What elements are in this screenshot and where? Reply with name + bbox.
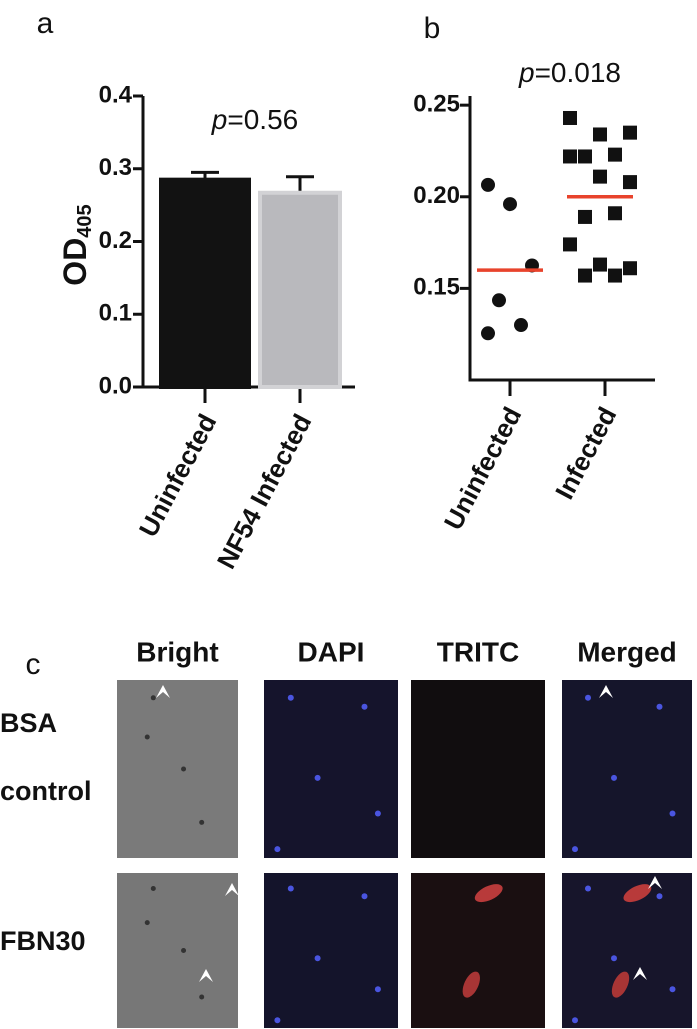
- y-tick-label: 0.25: [413, 91, 460, 118]
- micrograph: [264, 680, 398, 858]
- y-tick-label: 0.1: [99, 300, 132, 327]
- row-label: BSA: [0, 708, 57, 738]
- p-symbol: p: [211, 104, 228, 135]
- nucleus: [669, 986, 676, 993]
- panel-label: c: [26, 648, 41, 681]
- point: [623, 125, 637, 140]
- y-label-subscript: 405: [74, 204, 96, 237]
- p-symbol: p: [518, 57, 535, 88]
- p-value: p=0.018: [518, 57, 621, 88]
- column-header: Merged: [577, 636, 677, 667]
- nucleus: [585, 694, 591, 701]
- column-header: Bright: [136, 636, 218, 667]
- speck: [144, 734, 150, 740]
- y-tick-label: 0.2: [99, 227, 132, 254]
- nucleus: [361, 893, 368, 900]
- bar: [159, 177, 251, 389]
- nucleus: [669, 810, 676, 817]
- point: [481, 177, 495, 192]
- micrograph: [117, 873, 238, 1028]
- panel-label: b: [424, 12, 441, 45]
- nucleus: [611, 955, 617, 962]
- micrograph: [117, 680, 238, 858]
- y-label-text: OD: [57, 238, 93, 286]
- arrowhead: [199, 969, 213, 982]
- point: [563, 237, 577, 252]
- point: [578, 149, 592, 164]
- nucleus: [287, 694, 294, 701]
- point: [608, 206, 622, 221]
- nucleus: [374, 986, 381, 993]
- nucleus: [274, 846, 281, 853]
- point: [492, 293, 506, 308]
- arrowhead: [156, 685, 170, 698]
- micrograph: [562, 680, 692, 858]
- nucleus: [585, 885, 591, 892]
- x-tick-label: Infected: [549, 402, 622, 504]
- y-tick-label: 0.4: [99, 81, 133, 108]
- point: [593, 169, 607, 184]
- speck: [144, 920, 150, 926]
- speck: [150, 695, 156, 701]
- nucleus: [656, 893, 663, 900]
- arrowhead: [599, 685, 613, 698]
- row-label: control: [0, 776, 92, 806]
- arrowhead: [633, 967, 647, 980]
- y-tick-label: 0.3: [99, 154, 132, 181]
- nucleus: [274, 1017, 281, 1024]
- point: [608, 147, 622, 162]
- arrowhead: [648, 876, 662, 889]
- parasite: [462, 971, 480, 998]
- point: [481, 326, 495, 341]
- point: [593, 127, 607, 142]
- speck: [181, 948, 187, 953]
- point: [623, 261, 637, 276]
- nucleus: [314, 774, 321, 781]
- parasite: [623, 884, 652, 903]
- nucleus: [572, 846, 578, 853]
- point: [578, 209, 592, 224]
- parasite: [611, 971, 630, 998]
- p-value: p=0.56: [211, 104, 298, 135]
- point: [593, 257, 607, 272]
- point: [578, 268, 592, 283]
- bar: [258, 190, 342, 389]
- y-axis-label: OD405: [57, 204, 96, 285]
- point: [623, 175, 637, 190]
- nucleus: [611, 774, 617, 781]
- x-tick-label: Uninfected: [438, 402, 528, 535]
- point: [563, 149, 577, 164]
- speck: [150, 886, 156, 891]
- nucleus: [374, 810, 381, 817]
- panel-label: a: [37, 7, 54, 40]
- nucleus: [361, 703, 368, 710]
- speck: [199, 994, 205, 1000]
- point: [514, 318, 528, 333]
- y-tick-label: 0.20: [413, 182, 460, 209]
- speck: [181, 766, 187, 772]
- x-tick-label: Uninfected: [133, 409, 223, 542]
- speck: [199, 819, 205, 825]
- p-text: =0.56: [227, 104, 298, 135]
- nucleus: [287, 885, 294, 892]
- nucleus: [572, 1017, 578, 1024]
- micrograph: [264, 873, 398, 1028]
- y-tick-label: 0.0: [99, 372, 132, 399]
- column-header: TRITC: [437, 636, 519, 667]
- point: [563, 110, 577, 125]
- y-tick-label: 0.15: [413, 274, 460, 301]
- point: [503, 197, 517, 212]
- point: [608, 268, 622, 283]
- row-label: FBN30: [0, 926, 86, 956]
- arrowhead: [225, 883, 239, 896]
- micrograph: [411, 680, 545, 858]
- parasite: [474, 884, 503, 903]
- column-header: DAPI: [298, 636, 365, 667]
- nucleus: [314, 955, 321, 962]
- nucleus: [656, 703, 663, 710]
- x-tick-label: NF54 Infected: [211, 409, 318, 574]
- p-text: =0.018: [535, 57, 621, 88]
